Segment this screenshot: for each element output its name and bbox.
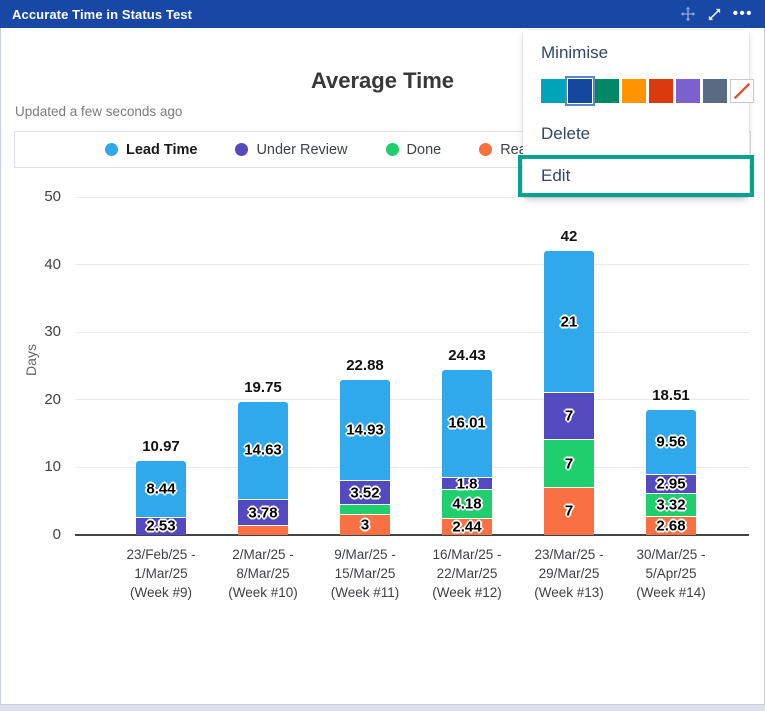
bar-segment[interactable]: 7 [544, 487, 594, 535]
bar-segment[interactable] [340, 505, 390, 515]
color-swatch-dark-blue[interactable] [568, 79, 592, 103]
segment-value-label: 4.18 [452, 495, 482, 513]
gridline [76, 399, 749, 401]
bar-segment[interactable]: 14.93 [340, 380, 390, 482]
bar-segment[interactable]: 7 [544, 440, 594, 488]
bar-segment[interactable]: 8.44 [136, 460, 186, 518]
segment-value-label: 2.95 [656, 475, 686, 493]
segment-value-label: 7 [564, 455, 574, 473]
bar-segment[interactable]: 7 [544, 393, 594, 441]
x-category-label: 9/Mar/25 -15/Mar/25 (Week #11) [330, 547, 400, 600]
chart-title: Average Time [310, 68, 455, 93]
bar-total-label: 18.51 [652, 386, 690, 404]
bar-total-label: 19.75 [244, 378, 282, 396]
more-options-icon[interactable]: ••• [732, 5, 753, 22]
bar-segment[interactable] [238, 525, 288, 535]
menu-item-minimise[interactable]: Minimise [541, 43, 609, 62]
bar-segment[interactable]: 3.78 [238, 500, 288, 526]
color-swatch-purple[interactable] [676, 79, 700, 103]
gridline [76, 466, 749, 468]
expand-icon[interactable] [707, 7, 722, 22]
x-category-label: 23/Mar/25 -29/Mar/25 (Week #13) [534, 547, 604, 600]
bar-segment[interactable]: 4.18 [442, 490, 492, 519]
segment-value-label: 2.53 [146, 517, 176, 535]
segment-value-label: 2.44 [452, 518, 482, 536]
segment-value-label: 3.52 [350, 484, 380, 502]
bar-segment[interactable]: 2.53 [136, 517, 186, 535]
segment-value-label: 14.93 [346, 421, 384, 439]
segment-value-label: 3.32 [656, 496, 686, 514]
legend-color-dot [105, 143, 118, 156]
legend-color-dot [479, 143, 493, 156]
bar-segment[interactable]: 9.56 [646, 409, 696, 475]
gridline [76, 196, 749, 198]
color-swatch-none[interactable] [730, 79, 754, 103]
chart-plot-area: 2.53 8.44 10.97 3.78 14.63 19.75 3 3.52 14.93 22.… [75, 196, 749, 536]
legend-item[interactable]: Lead Time [105, 142, 197, 158]
bar-segment[interactable]: 16.01 [442, 369, 492, 479]
gadget-context-menu: Minimise Delete Edit [518, 30, 754, 197]
bar-segment[interactable]: 14.63 [238, 401, 288, 501]
bar-segment[interactable]: 3.32 [646, 494, 696, 517]
bar-segment[interactable]: 2.68 [646, 516, 696, 535]
legend-label: Under Review [256, 141, 348, 158]
gridline [76, 331, 749, 333]
x-category-label: 23/Feb/25 -1/Mar/25 (Week #9) [126, 547, 196, 600]
y-tick-label: 10 [44, 458, 61, 476]
color-swatch-red[interactable] [649, 79, 673, 103]
bar-total-label: 42 [560, 228, 578, 246]
segment-value-label: 7 [564, 502, 574, 520]
color-swatch-green[interactable] [595, 79, 619, 103]
x-category-label: 30/Mar/25 -5/Apr/25 (Week #14) [636, 547, 706, 600]
legend-color-dot [235, 143, 249, 156]
color-swatch-teal[interactable] [541, 79, 565, 103]
color-swatch-row [523, 70, 754, 113]
segment-value-label: 14.63 [244, 441, 282, 459]
y-tick-label: 20 [44, 390, 61, 408]
color-swatch-gray[interactable] [703, 79, 727, 103]
y-tick-label: 50 [44, 188, 61, 205]
legend-item[interactable]: Done [385, 141, 442, 158]
segment-value-label: 1.8 [456, 475, 478, 493]
y-tick-label: 0 [52, 526, 61, 543]
bar-segment[interactable]: 3 [340, 514, 390, 535]
legend-item[interactable]: Under Review [235, 141, 348, 158]
bar-segment[interactable]: 2.44 [442, 518, 492, 536]
bar-segment[interactable]: 1.8 [442, 475, 492, 493]
segment-value-label: 3 [360, 516, 370, 534]
menu-item-edit[interactable]: Edit [518, 155, 754, 197]
legend-color-dot [385, 143, 399, 156]
bar-segment[interactable]: 2.95 [646, 474, 696, 495]
segment-value-label: 16.01 [448, 414, 486, 432]
color-swatch-orange[interactable] [622, 79, 646, 103]
y-tick-label: 30 [44, 323, 61, 341]
segment-value-label: 9.56 [656, 433, 686, 451]
gadget-header: Accurate Time in Status Test ••• [0, 0, 765, 28]
move-icon[interactable] [680, 6, 696, 22]
bar-total-label: 22.88 [346, 357, 384, 375]
segment-value-label: 3.78 [248, 504, 278, 522]
no-color-slash-icon [733, 82, 751, 100]
bar-segment[interactable]: 3.52 [340, 481, 390, 506]
segment-value-label: 8.44 [146, 480, 176, 498]
gadget-title: Accurate Time in Status Test [12, 6, 193, 22]
gridline [76, 264, 749, 266]
segment-value-label: 7 [564, 407, 574, 425]
chart-updated-status: Updated a few seconds ago [15, 104, 183, 119]
segment-value-label: 2.68 [656, 517, 686, 535]
legend-label: Done [406, 141, 442, 158]
x-category-label: 2/Mar/25 -8/Mar/25 (Week #10) [228, 547, 298, 600]
bar-total-label: 24.43 [448, 346, 486, 364]
bar-segment[interactable]: 21 [544, 251, 594, 394]
x-axis-line [75, 534, 749, 536]
y-tick-label: 40 [44, 255, 61, 273]
legend-label: Lead Time [126, 141, 198, 158]
segment-value-label: 21 [560, 313, 578, 331]
bar-total-label: 10.97 [142, 437, 180, 455]
menu-item-delete[interactable]: Delete [541, 124, 591, 143]
x-category-label: 16/Mar/25 -22/Mar/25 (Week #12) [432, 547, 502, 600]
